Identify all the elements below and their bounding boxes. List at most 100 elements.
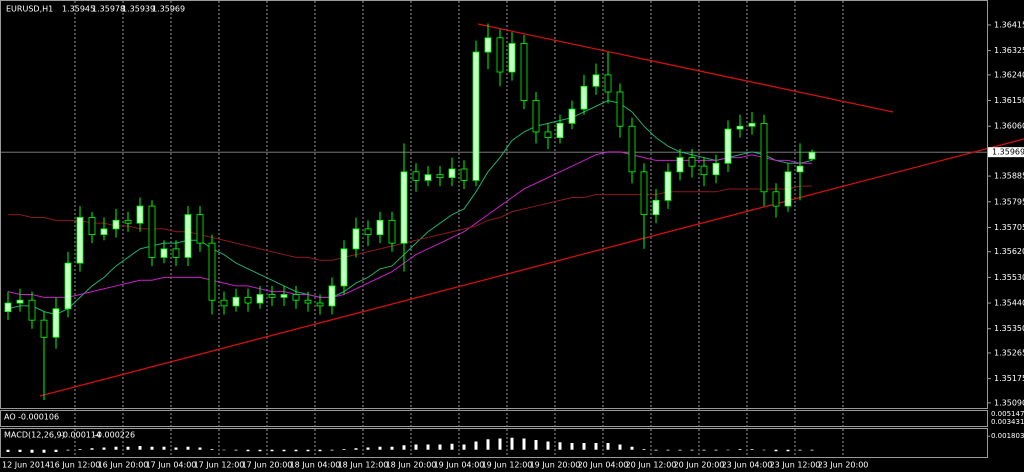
candle-body <box>16 299 24 304</box>
candle-body <box>472 51 480 181</box>
macd-bar <box>102 447 106 450</box>
candle-body <box>736 125 744 130</box>
candles <box>4 23 816 401</box>
x-tick-label: 20 Jun 12:00 <box>626 461 677 470</box>
macd-bar <box>618 444 622 450</box>
candle-body <box>484 37 492 53</box>
candle-body <box>460 168 468 181</box>
macd-bar <box>294 449 298 452</box>
current-price-box <box>988 147 1024 158</box>
y-tick-label: 1.35795 <box>994 197 1024 206</box>
macd-bar <box>738 448 742 450</box>
candle-body <box>208 242 216 301</box>
candle-body <box>4 302 12 312</box>
candle-body <box>340 248 348 287</box>
macd-bar <box>546 441 550 450</box>
macd-name: MACD(12,26,9) <box>4 431 65 440</box>
x-tick-label: 23 Jun 04:00 <box>722 461 773 470</box>
x-tick-label: 16 Jun 12:00 <box>50 461 101 470</box>
x-tick-label: 12 Jun 2014 <box>2 461 50 470</box>
macd-bar <box>402 445 406 450</box>
candle-body <box>388 219 396 244</box>
macd-bar <box>582 443 586 450</box>
moving-average <box>8 185 812 261</box>
macd-bar <box>318 449 322 452</box>
y-tick-label: 1.35175 <box>994 374 1024 383</box>
candle-body <box>556 122 564 139</box>
macd-bar <box>462 444 466 450</box>
y-tick-label: 1.35530 <box>994 273 1024 282</box>
macd-bar <box>378 446 382 450</box>
trend-line <box>477 23 894 113</box>
macd-bar <box>162 446 166 450</box>
candle-body <box>700 165 708 176</box>
macd-bar <box>42 449 46 453</box>
macd-bar <box>174 447 178 450</box>
x-tick-label: 23 Jun 12:00 <box>770 461 821 470</box>
ao-tick-label: 0.003431 <box>991 418 1024 426</box>
candle-body <box>88 217 96 235</box>
macd-bar <box>150 446 154 450</box>
candle-body <box>100 228 108 235</box>
candle-body <box>136 205 144 224</box>
macd-bar <box>798 449 802 451</box>
macd-bar <box>726 449 730 451</box>
candle-body <box>400 171 408 244</box>
ao-panel-frame <box>0 410 988 427</box>
macd-bar <box>126 446 130 450</box>
x-tick-label: 16 Jun 20:00 <box>98 461 149 470</box>
x-tick-label: 18 Jun 20:00 <box>386 461 437 470</box>
candle-body <box>196 214 204 244</box>
candle-body <box>364 228 372 235</box>
candle-body <box>664 171 672 201</box>
candle-body <box>688 157 696 167</box>
header-open: 1.35945 <box>62 5 95 14</box>
x-tick-label: 18 Jun 12:00 <box>338 461 389 470</box>
macd-bar <box>414 444 418 450</box>
candle-body <box>796 165 804 173</box>
macd-bar <box>234 449 238 451</box>
macd-bar <box>426 444 430 450</box>
macd-bar <box>438 444 442 450</box>
macd-bar <box>450 443 454 450</box>
candle-body <box>160 248 168 258</box>
candle-body <box>280 294 288 298</box>
candle-body <box>64 262 72 310</box>
x-tick-label: 17 Jun 12:00 <box>194 461 245 470</box>
macd-bar <box>774 449 778 452</box>
candle-body <box>232 296 240 307</box>
macd-bar <box>186 446 190 450</box>
y-tick-label: 1.35265 <box>994 348 1024 357</box>
candle-body <box>604 74 612 93</box>
candle-body <box>28 299 36 321</box>
x-tick-label: 19 Jun 04:00 <box>434 461 485 470</box>
macd-bar <box>666 449 670 451</box>
macd-bar <box>258 449 262 452</box>
macd-bar <box>354 448 358 450</box>
candle-body <box>748 122 756 127</box>
x-tick-label: 23 Jun 20:00 <box>818 461 869 470</box>
macd-bar <box>714 449 718 451</box>
candle-body <box>448 168 456 178</box>
macd-bar <box>702 449 706 451</box>
y-tick-label: 1.36150 <box>994 96 1024 105</box>
candle-body <box>628 125 636 173</box>
candle-body <box>412 171 420 181</box>
macd-bar <box>246 449 250 452</box>
candle-body <box>244 296 252 304</box>
candle-body <box>520 43 528 101</box>
header-close: 1.35969 <box>152 5 185 14</box>
candle-body <box>172 248 180 258</box>
candle-body <box>292 294 300 301</box>
y-tick-label: 1.35090 <box>994 398 1024 407</box>
candle-body <box>724 128 732 164</box>
macd-bar <box>330 449 334 451</box>
moving-average <box>7 100 813 315</box>
candle-body <box>376 219 384 235</box>
macd-bar <box>786 449 790 452</box>
macd-bar <box>18 449 22 452</box>
candle-body <box>328 285 336 307</box>
candle-body <box>220 299 228 307</box>
macd-bar <box>642 448 646 450</box>
macd-bar <box>6 449 10 452</box>
